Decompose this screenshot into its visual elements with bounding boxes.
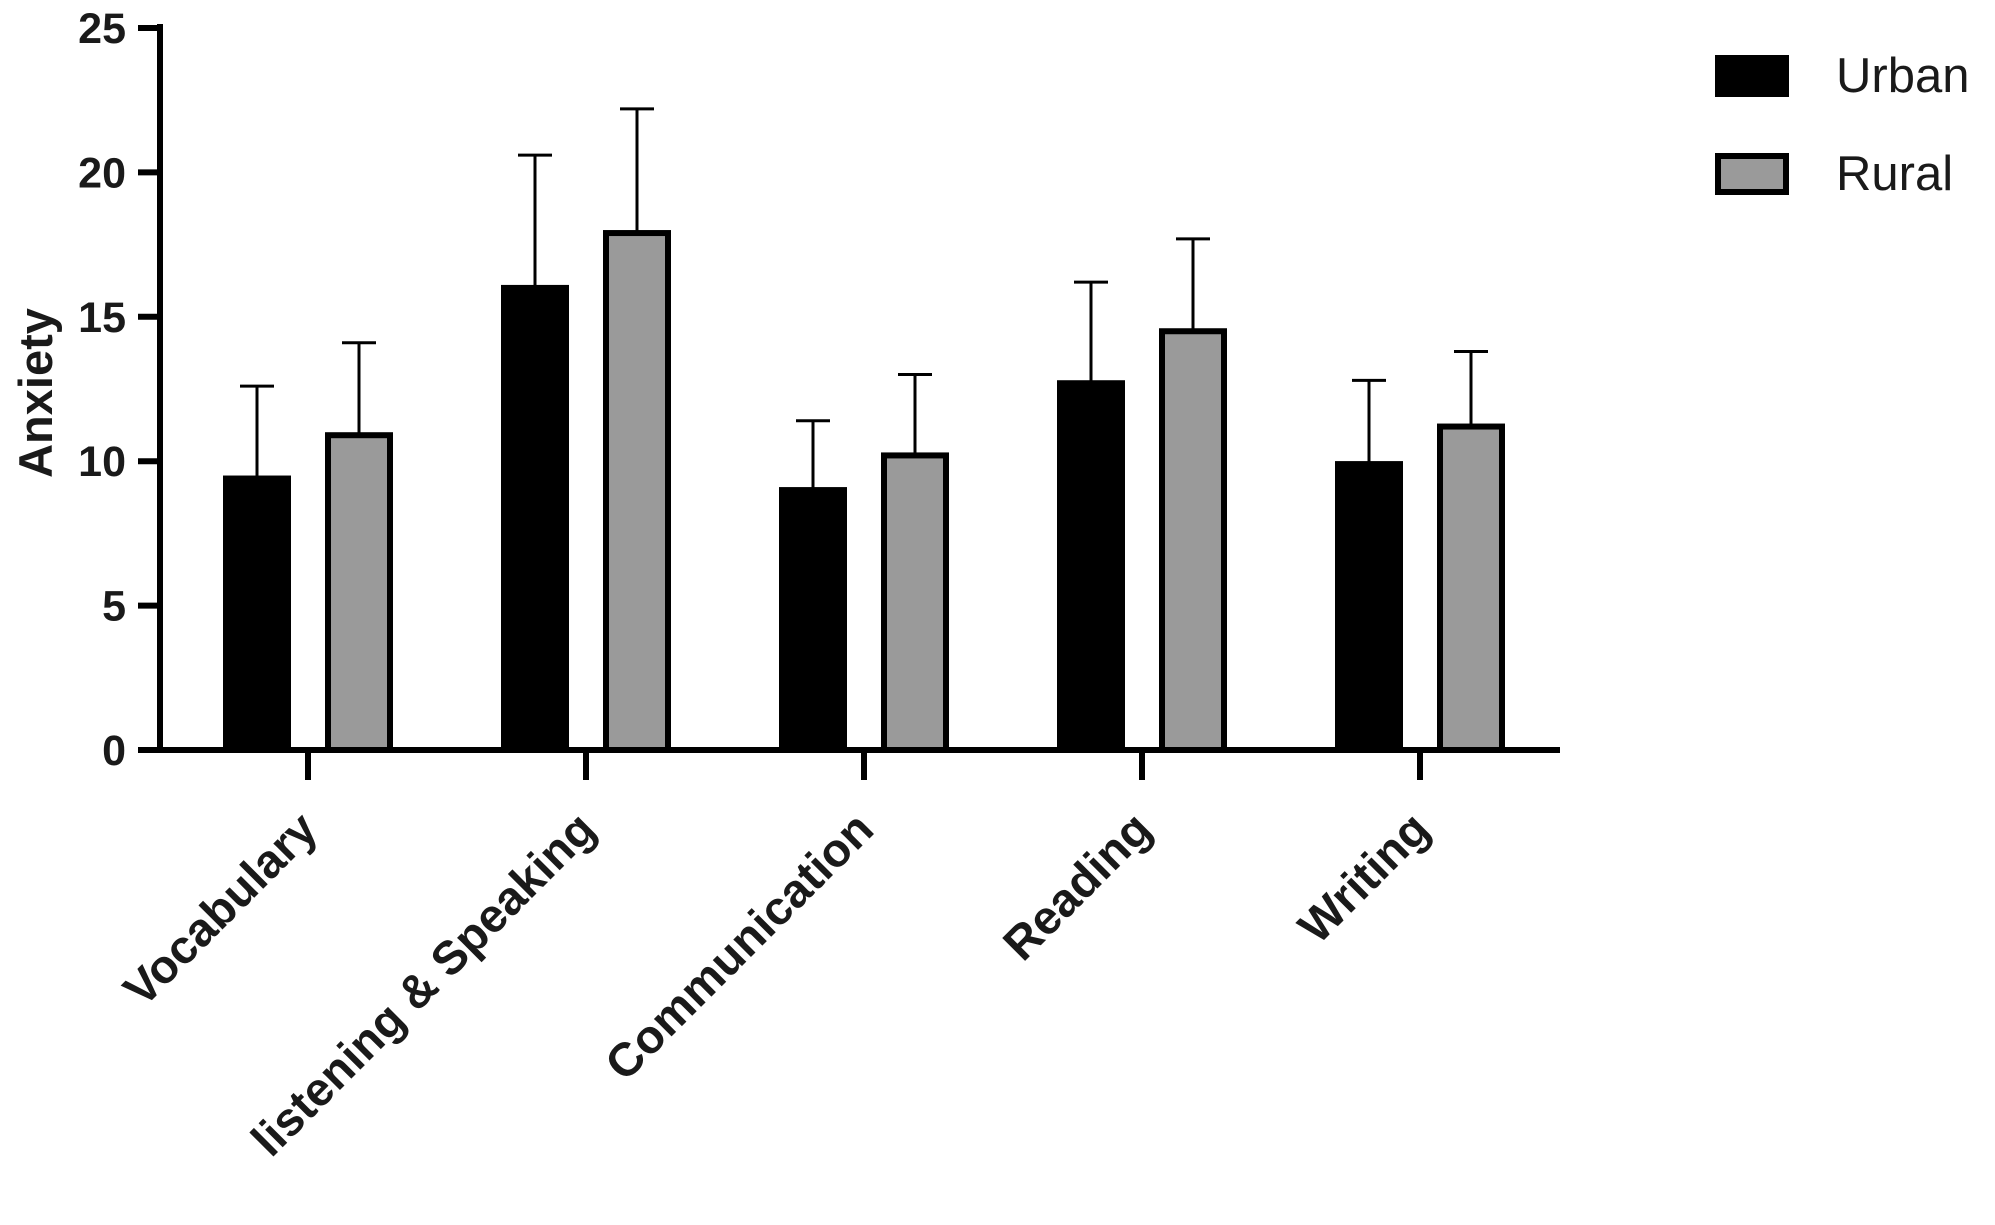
bar-rural (325, 432, 393, 753)
bar-urban (1335, 461, 1403, 753)
legend-label-rural: Rural (1836, 147, 1953, 201)
category-label: Vocabulary (113, 802, 327, 1016)
legend: Urban Rural (1715, 49, 1969, 201)
bar-rural (1437, 423, 1505, 753)
bar-urban (1057, 380, 1125, 753)
bar-urban (779, 487, 847, 753)
y-tick-label: 20 (78, 149, 126, 197)
y-tick-label: 10 (78, 438, 126, 486)
bar-urban (501, 284, 569, 753)
error-bars (240, 107, 1488, 491)
legend-label-urban: Urban (1836, 49, 1969, 103)
bar-urban (223, 475, 291, 753)
legend-swatch-urban (1715, 55, 1789, 97)
category-label: Communication (594, 802, 883, 1091)
category-label: Writing (1288, 802, 1439, 953)
legend-swatch-rural (1715, 153, 1789, 195)
bar-rural (603, 230, 671, 754)
y-tick-label: 0 (102, 727, 126, 775)
bars (223, 230, 1505, 754)
y-tick-label: 5 (102, 583, 126, 631)
y-tick-label: 15 (78, 294, 126, 342)
bar-rural (881, 452, 949, 753)
bar-rural (1159, 328, 1227, 753)
y-axis-title: Anxiety (9, 308, 62, 478)
category-label: Reading (992, 802, 1161, 971)
y-tick-label: 25 (78, 5, 126, 53)
